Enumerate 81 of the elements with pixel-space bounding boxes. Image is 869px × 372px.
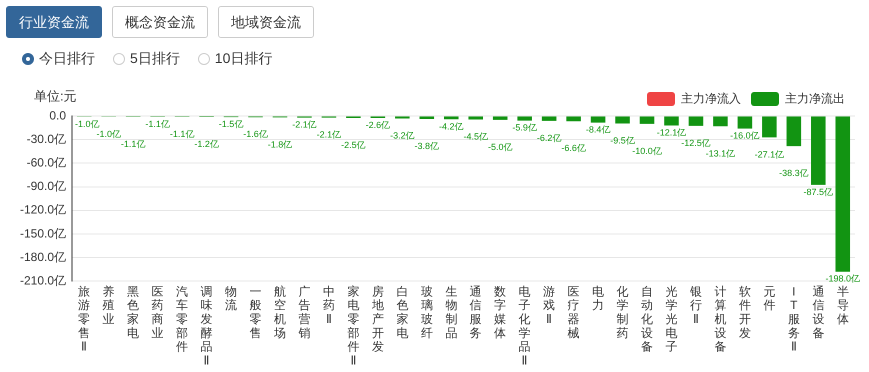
text: 10日排行 bbox=[214, 50, 272, 68]
data-label: -1.0亿 bbox=[74, 118, 100, 129]
data-label: -87.5亿 bbox=[804, 186, 834, 197]
x-tick-label: 计算机设备 bbox=[714, 284, 726, 354]
data-label: -5.0亿 bbox=[488, 142, 512, 152]
x-tick-label: IT服务Ⅱ bbox=[788, 284, 800, 354]
x-tick-label: 玻璃玻纤 bbox=[420, 284, 433, 340]
x-tick-label: 通信设备 bbox=[812, 284, 824, 340]
data-label: -1.2亿 bbox=[194, 138, 219, 149]
data-label: -1.8亿 bbox=[268, 139, 292, 150]
x-tick-label: 元件 bbox=[763, 284, 776, 312]
x-tick-label: 家电零部件Ⅱ bbox=[347, 284, 360, 368]
data-label: -2.5亿 bbox=[341, 140, 366, 150]
data-label: -198.0亿 bbox=[826, 274, 860, 284]
x-tick-label: 光学光电子 bbox=[665, 284, 678, 354]
x-tick-label: 自动化设备 bbox=[641, 284, 654, 354]
x-tick-label: 电力 bbox=[592, 284, 604, 312]
data-label: -4.2亿 bbox=[439, 121, 464, 132]
x-tick-label: 白色家电 bbox=[396, 284, 408, 340]
data-label: -16.0亿 bbox=[730, 130, 760, 141]
y-tick-label: -210.0亿 bbox=[20, 274, 66, 288]
x-tick-label: 物流 bbox=[225, 284, 238, 312]
x-tick-label: 医疗器械 bbox=[568, 284, 580, 340]
y-tick-label: -60.0亿 bbox=[26, 156, 66, 170]
data-label: -6.6亿 bbox=[561, 143, 586, 154]
x-tick-label: 通信服务 bbox=[470, 284, 482, 340]
y-tick-label: -120.0亿 bbox=[20, 202, 66, 217]
data-label: -1.1亿 bbox=[170, 128, 194, 139]
data-label: -2.6亿 bbox=[366, 120, 390, 130]
text: 今日排行 bbox=[39, 50, 95, 68]
x-tick-label: 航空机场 bbox=[272, 284, 286, 340]
x-tick-label: 医药商业 bbox=[152, 284, 164, 340]
data-label: -1.1亿 bbox=[145, 118, 170, 129]
x-tick-label: 调味发酵品Ⅱ bbox=[200, 284, 213, 368]
tab-button: 地域资金流 bbox=[218, 6, 314, 38]
y-tick-label: 0.0 bbox=[49, 108, 66, 122]
data-label: -5.9亿 bbox=[512, 122, 537, 133]
data-label: -12.1亿 bbox=[656, 128, 686, 138]
x-tick-label: 黑色家电 bbox=[127, 284, 140, 340]
data-label: -1.5亿 bbox=[218, 119, 244, 130]
x-tick-label: 房地产开发 bbox=[370, 284, 384, 354]
x-tick-label: 养殖业 bbox=[102, 284, 115, 326]
data-label: -2.1亿 bbox=[316, 130, 342, 140]
x-tick-label: 软件开发 bbox=[738, 284, 751, 340]
y-tick-label: -90.0亿 bbox=[26, 179, 66, 194]
x-tick-label: 汽车零部件 bbox=[176, 284, 188, 354]
tab-button: 概念资金流 bbox=[112, 6, 208, 38]
x-tick-label: 广告营销 bbox=[297, 284, 310, 340]
x-tick-label: 中药Ⅱ bbox=[322, 284, 335, 326]
x-tick-label: 数字媒体 bbox=[494, 284, 506, 340]
data-label: -1.0亿 bbox=[96, 128, 121, 139]
legend-label: 主力净流入 bbox=[681, 91, 741, 106]
data-label: -3.2亿 bbox=[390, 130, 415, 140]
y-tick-label: -30.0亿 bbox=[26, 132, 66, 146]
data-label: -1.1亿 bbox=[120, 138, 146, 149]
x-tick-label: 旅游零售Ⅱ bbox=[78, 284, 90, 354]
text: 5日排行 bbox=[130, 50, 180, 68]
legend-label: 主力净流出 bbox=[785, 91, 845, 106]
data-label: -4.5亿 bbox=[463, 132, 488, 142]
x-tick-label: 化学制药 bbox=[616, 284, 629, 340]
y-tick-label: -150.0亿 bbox=[20, 226, 66, 240]
tab-button: 行业资金流 bbox=[6, 6, 102, 38]
x-tick-label: 生物制品 bbox=[445, 284, 458, 340]
data-label: -1.6亿 bbox=[243, 129, 268, 140]
x-tick-label: 半导体 bbox=[836, 284, 849, 326]
data-label: -2.1亿 bbox=[292, 120, 317, 130]
data-label: -38.3亿 bbox=[779, 168, 809, 178]
data-label: -9.5亿 bbox=[610, 135, 635, 146]
data-label: -6.2亿 bbox=[536, 132, 562, 143]
x-tick-label: 电子化学品Ⅱ bbox=[518, 284, 531, 368]
y-axis-title: 单位:元 bbox=[34, 88, 77, 104]
data-label: -10.0亿 bbox=[632, 146, 662, 156]
x-tick-label: 游戏Ⅱ bbox=[543, 284, 556, 326]
data-label: -27.1亿 bbox=[754, 149, 784, 160]
data-label: -3.8亿 bbox=[414, 140, 440, 151]
x-tick-label: 银行Ⅱ bbox=[688, 284, 702, 326]
y-tick-label: -180.0亿 bbox=[20, 250, 66, 264]
data-label: -13.1亿 bbox=[706, 148, 736, 158]
data-label: -12.5亿 bbox=[681, 138, 711, 148]
x-tick-label: 一般零售 bbox=[250, 284, 262, 340]
data-label: -8.4亿 bbox=[586, 124, 610, 135]
